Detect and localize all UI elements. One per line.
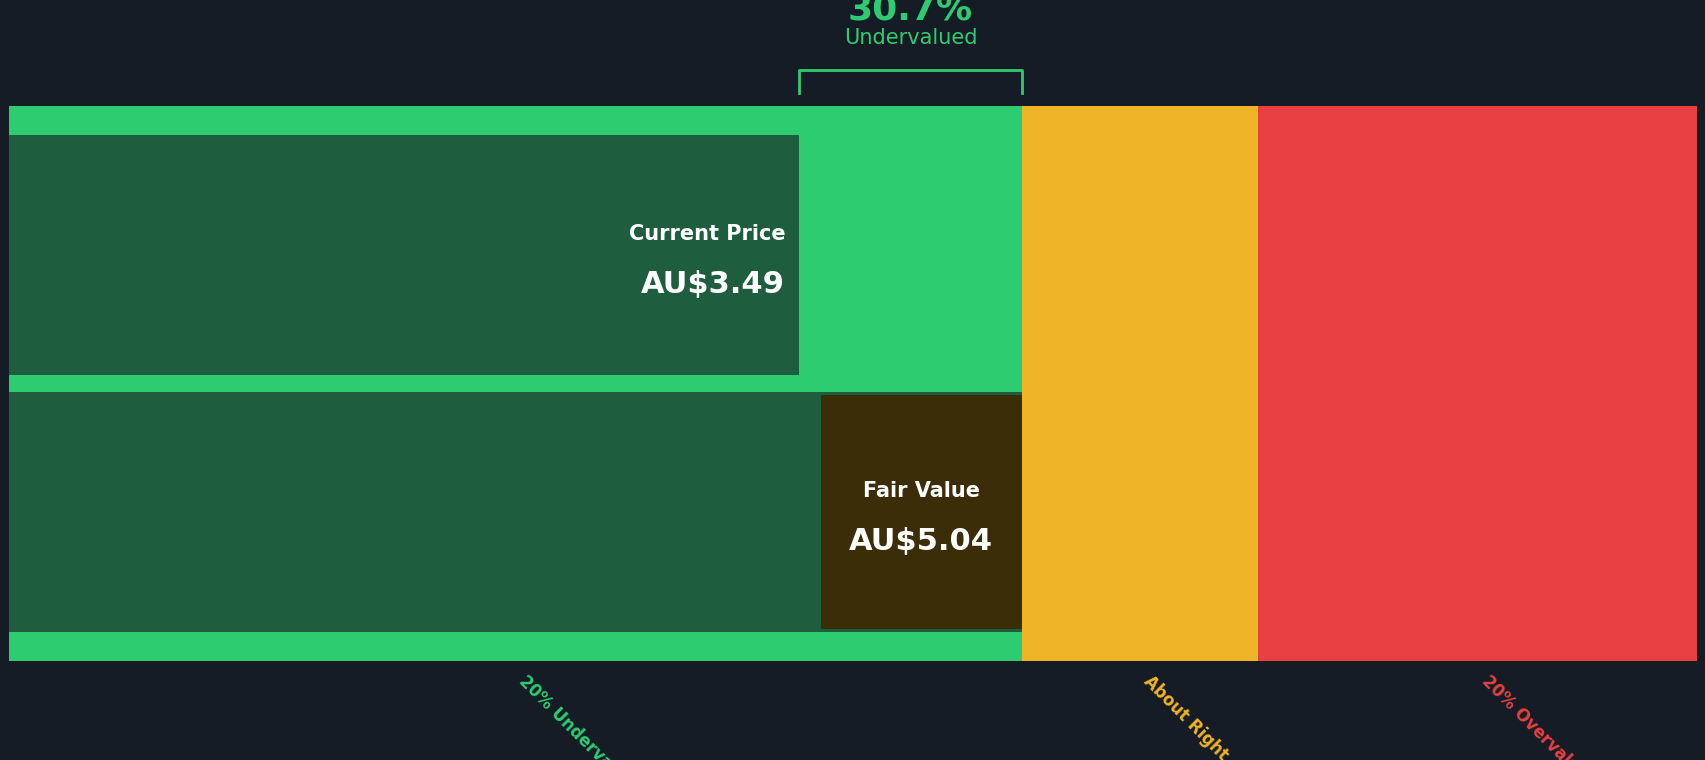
- Bar: [820, 395, 1021, 629]
- Text: Fair Value: Fair Value: [863, 481, 979, 501]
- Text: About Right: About Right: [1139, 673, 1231, 760]
- Text: Undervalued: Undervalued: [844, 28, 977, 48]
- Text: AU$5.04: AU$5.04: [849, 527, 992, 556]
- Text: AU$3.49: AU$3.49: [641, 270, 784, 299]
- Text: 20% Overvalued: 20% Overvalued: [1477, 673, 1598, 760]
- Bar: [9, 392, 1021, 632]
- Text: Current Price: Current Price: [629, 224, 784, 244]
- Text: 20% Undervalued: 20% Undervalued: [515, 673, 644, 760]
- Bar: [9, 135, 798, 375]
- Bar: [1021, 106, 1258, 661]
- Bar: [9, 106, 1021, 661]
- Bar: [1258, 106, 1696, 661]
- Text: 30.7%: 30.7%: [847, 0, 972, 26]
